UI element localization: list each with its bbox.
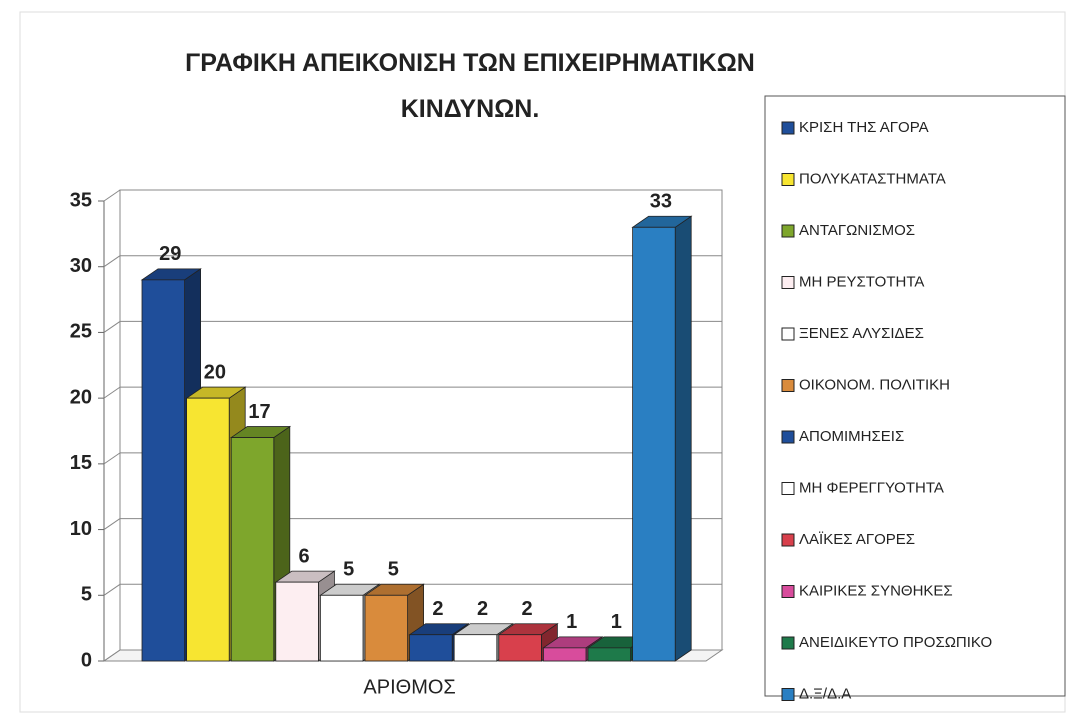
legend-swatch	[781, 327, 795, 341]
value-label: 2	[522, 598, 533, 620]
y-tick-label: 5	[81, 584, 92, 606]
legend-label: ΛΑΪΚΕΣ ΑΓΟΡΕΣ	[799, 531, 915, 548]
legend-swatch	[781, 173, 795, 186]
value-label: 33	[650, 191, 672, 213]
legend-label: ΑΠΟΜΙΜΗΣΕΙΣ	[799, 428, 904, 445]
bar	[409, 634, 453, 662]
grid-line-side	[103, 518, 121, 530]
legend-label: ΜΗ ΦΕΡΕΓΓΥΟΤΗΤΑ	[799, 479, 944, 496]
legend-label: ΜΗ ΡΕΥΣΤΟΤΗΤΑ	[799, 273, 924, 290]
chart-title: ΓΡΑΦΙΚΗ ΑΠΕΙΚΟΝΙΣΗ ΤΩΝ ΕΠΙΧΕΙΡΗΜΑΤΙΚΩΝ Κ…	[185, 49, 755, 123]
bar	[186, 397, 230, 662]
bar	[275, 581, 319, 662]
legend-box	[764, 95, 1066, 697]
legend-label: ΚΑΙΡΙΚΕΣ ΣΥΝΘΗΚΕΣ	[799, 582, 953, 599]
x-tick-label: ΑΡΙΘΜΟΣ	[363, 676, 455, 698]
bar	[230, 437, 275, 662]
legend-label: ΞΕΝΕΣ ΑΛΥΣΙΔΕΣ	[799, 325, 924, 342]
value-label: 2	[432, 598, 443, 620]
value-label: 17	[248, 401, 270, 423]
legend-swatch	[781, 121, 795, 135]
y-tick-label: 0	[81, 649, 92, 671]
value-label: 6	[299, 545, 310, 567]
legend-label: Δ.Ξ/Δ.Α	[799, 685, 851, 702]
value-label: 29	[159, 243, 181, 265]
legend-label: ΑΝΕΙΔΙΚΕΥΤΟ ΠΡΟΣΩΠΙΚΟ	[799, 634, 992, 651]
legend-swatch	[781, 585, 795, 598]
bar	[587, 647, 631, 662]
y-tick-label: 35	[70, 189, 92, 211]
y-tick-label: 20	[70, 386, 92, 408]
value-label: 1	[566, 611, 577, 633]
bar	[498, 634, 542, 662]
legend-swatch	[781, 276, 795, 289]
bar	[364, 594, 408, 662]
y-tick-label: 10	[70, 518, 92, 540]
y-tick-label: 25	[70, 321, 92, 343]
legend-swatch	[781, 430, 795, 444]
grid-line-side	[103, 255, 121, 268]
legend-swatch	[781, 688, 795, 701]
legend-swatch	[781, 379, 795, 392]
grid-line-side	[103, 452, 121, 465]
bar	[141, 279, 185, 662]
legend-label: ΠΟΛΥΚΑΤΑΣΤΗΜΑΤΑ	[799, 170, 946, 187]
grid-line-side	[103, 386, 121, 399]
legend-swatch	[781, 482, 795, 495]
y-tick-label: 15	[70, 452, 92, 474]
legend-label: ΚΡΙΣΗ ΤΗΣ ΑΓΟΡΑ	[799, 119, 929, 136]
bar	[453, 634, 498, 662]
legend-label: ΟΙΚΟΝΟΜ. ΠΟΛΙΤΙΚΗ	[799, 376, 950, 393]
grid-line-side	[103, 649, 121, 662]
legend-swatch	[781, 636, 795, 650]
value-label: 1	[611, 611, 622, 633]
value-label: 5	[388, 559, 399, 581]
legend-label: ΑΝΤΑΓΩΝΙΣΜΟΣ	[799, 222, 915, 239]
value-label: 5	[343, 559, 354, 581]
y-tick-label: 30	[70, 255, 92, 277]
value-label: 20	[204, 361, 226, 383]
value-label: 2	[477, 598, 488, 620]
grid-line-side	[103, 321, 121, 333]
legend-swatch	[781, 533, 795, 547]
bar	[319, 594, 364, 662]
bar	[632, 226, 676, 662]
legend-swatch	[781, 224, 795, 238]
bar-side	[674, 215, 692, 662]
bar	[543, 647, 587, 662]
grid-line-side	[103, 189, 121, 202]
grid-line-side	[103, 583, 121, 596]
